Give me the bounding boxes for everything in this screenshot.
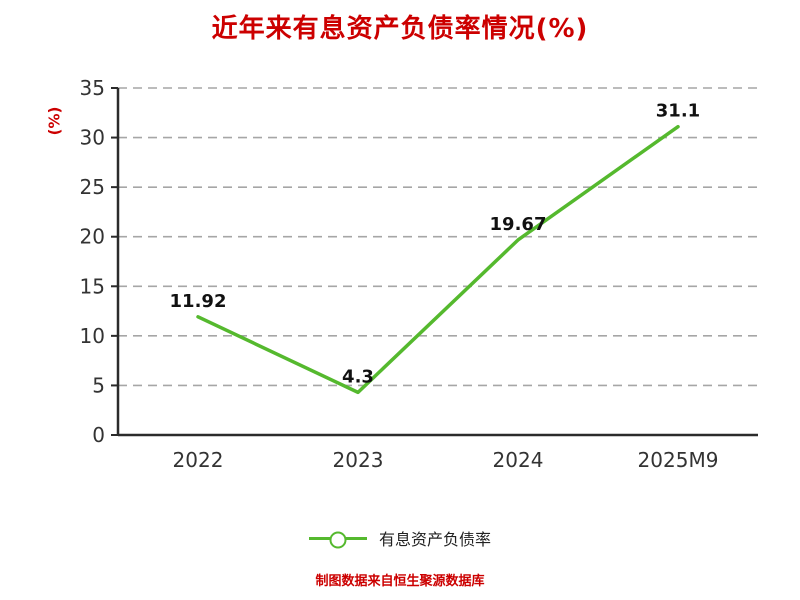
chart-title: 近年来有息资产负债率情况(%): [211, 14, 589, 44]
chart-canvas: 0 5 10 15 20 25 30 35 2022 2023 2024 2025M9 11.92 4.3…: [80, 76, 758, 472]
source-note: 制图数据来自恒生聚源数据库: [315, 574, 485, 589]
y-tick-label: 15: [80, 274, 105, 298]
y-tick-label: 20: [80, 225, 105, 249]
x-tick-label: 2023: [333, 448, 384, 472]
data-label: 19.67: [490, 214, 547, 235]
legend-circle-marker-icon: [329, 531, 347, 548]
y-tick-label: 5: [92, 373, 105, 397]
x-tick-label: 2022: [173, 448, 224, 472]
y-tick-label: 30: [80, 126, 105, 150]
legend-label: 有息资产负债率: [378, 530, 491, 549]
legend: 有息资产负债率: [0, 526, 800, 550]
data-label: 4.3: [342, 366, 374, 387]
y-tick-label: 10: [80, 324, 105, 348]
y-tick-label: 35: [80, 76, 105, 100]
data-label: 31.1: [656, 101, 700, 122]
legend-line-swatch: [308, 531, 367, 548]
y-tick-label: 25: [80, 175, 105, 199]
x-tick-label: 2024: [493, 448, 544, 472]
series-line: [196, 124, 680, 395]
data-label: 11.92: [170, 291, 227, 312]
x-tick-label: 2025M9: [638, 448, 719, 472]
y-tick-label: 0: [92, 423, 105, 447]
